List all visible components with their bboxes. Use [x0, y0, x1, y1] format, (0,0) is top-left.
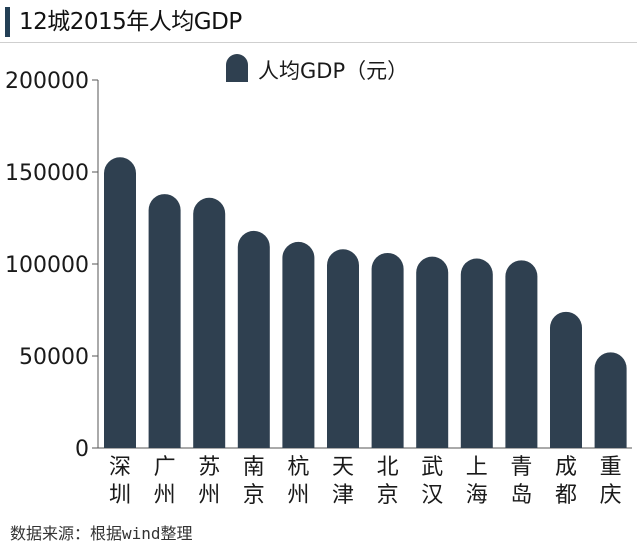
bar-深圳 [104, 157, 136, 448]
x-category-label: 成都 [555, 455, 577, 508]
chart-legend: 人均GDP（元） [226, 54, 408, 83]
x-category-label: 苏州 [198, 455, 220, 508]
bar-北京 [371, 252, 404, 448]
bar-广州 [148, 194, 181, 448]
x-category-label: 广州 [154, 455, 176, 508]
x-category-label: 北京 [377, 455, 399, 508]
bar-青岛 [505, 260, 538, 448]
bar-天津 [327, 249, 359, 448]
bar-武汉 [416, 256, 449, 448]
y-tick-label: 0 [75, 437, 89, 462]
source-note: 数据来源：根据wind整理 [10, 524, 193, 543]
bar-重庆 [594, 352, 627, 448]
x-category-label: 青岛 [510, 455, 532, 508]
bar-成都 [550, 311, 582, 448]
bar-chart: 0 50000 100000 150000 200000 深圳广州苏州南京杭州天津北京武… [5, 54, 632, 508]
title-divider [0, 42, 637, 43]
legend-swatch [226, 54, 248, 82]
bar-上海 [460, 258, 493, 448]
y-tick-label: 100000 [5, 253, 89, 278]
bar-苏州 [193, 197, 226, 448]
x-category-label: 武汉 [421, 455, 443, 508]
bar-南京 [237, 230, 270, 448]
title-bar: 12城2015年人均GDP [0, 0, 637, 44]
x-category-label: 天津 [332, 455, 354, 508]
page-title: 12城2015年人均GDP [19, 9, 242, 35]
x-category-label: 重庆 [600, 455, 622, 508]
y-tick-label: 200000 [5, 69, 89, 94]
chart-bars [104, 157, 627, 448]
legend-label: 人均GDP（元） [258, 59, 408, 83]
x-category-label: 南京 [243, 455, 265, 508]
x-category-label: 上海 [466, 455, 488, 508]
title-accent-bar [5, 7, 10, 37]
x-category-label: 杭州 [287, 455, 309, 508]
x-category-label: 深圳 [109, 455, 131, 508]
y-tick-label: 150000 [5, 161, 89, 186]
bar-杭州 [282, 241, 315, 448]
y-tick-label: 50000 [19, 345, 89, 370]
chart-axes: 0 50000 100000 150000 200000 [5, 69, 632, 462]
